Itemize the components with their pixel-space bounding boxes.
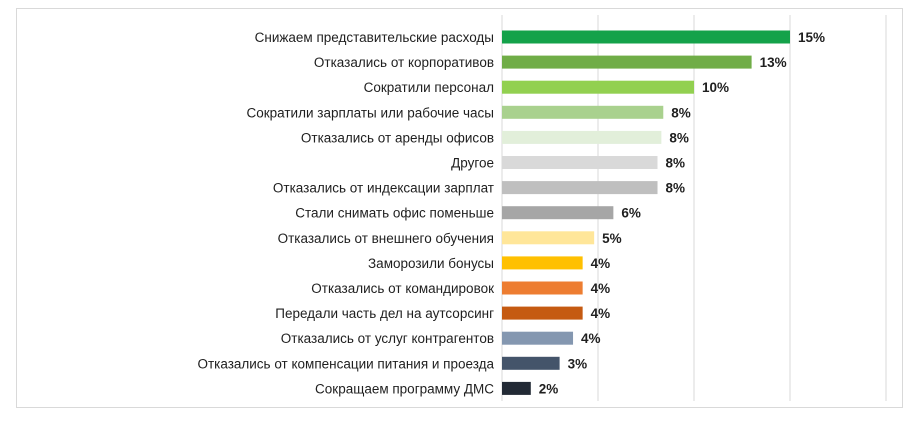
category-label: Передали часть дел на аутсорсинг xyxy=(275,306,494,321)
value-labels: 15% 13% 10% 8% 8% 8% 8% 6% 5% 4% 4% 4% 4% 3% 2% xyxy=(539,30,825,396)
category-label: Снижаем представительские расходы xyxy=(255,30,494,45)
category-label: Отказались от аренды офисов xyxy=(301,130,494,145)
bar xyxy=(502,105,664,119)
category-label: Отказались от услуг контрагентов xyxy=(281,331,494,346)
category-label: Отказались от внешнего обучения xyxy=(278,231,494,246)
value-label: 10% xyxy=(702,80,729,95)
value-label: 8% xyxy=(666,156,686,171)
value-label: 5% xyxy=(602,231,622,246)
bar xyxy=(502,181,658,195)
value-label: 2% xyxy=(539,381,559,396)
value-label: 8% xyxy=(669,130,689,145)
category-label: Сократили зарплаты или рабочие часы xyxy=(246,105,494,120)
value-label: 3% xyxy=(568,356,588,371)
value-label: 4% xyxy=(591,306,611,321)
category-label: Отказались от индексации зарплат xyxy=(273,181,494,196)
category-labels: Снижаем представительские расходы Отказал… xyxy=(197,30,494,396)
bar xyxy=(502,156,658,169)
category-label: Отказались от корпоративов xyxy=(314,55,494,70)
value-label: 6% xyxy=(621,206,641,221)
value-label: 4% xyxy=(581,331,601,346)
bar xyxy=(502,356,560,370)
category-label: Другое xyxy=(451,156,494,171)
bar xyxy=(502,331,574,345)
bar xyxy=(502,281,583,295)
bar xyxy=(502,30,790,44)
category-label: Сократили персонал xyxy=(364,80,494,95)
chart-frame: Снижаем представительские расходы Отказал… xyxy=(16,8,903,408)
bar xyxy=(502,55,752,69)
bar xyxy=(502,381,531,395)
category-label: Отказались от командировок xyxy=(311,281,494,296)
category-label: Стали снимать офис поменьше xyxy=(295,206,494,221)
category-label: Сокращаем программу ДМС xyxy=(315,381,494,396)
bar-chart: Снижаем представительские расходы Отказал… xyxy=(197,15,887,401)
category-label: Отказались от компенсации питания и прое… xyxy=(197,356,494,371)
category-label: Заморозили бонусы xyxy=(368,256,494,271)
bar xyxy=(502,206,614,220)
bar xyxy=(502,231,595,245)
value-label: 15% xyxy=(798,30,825,45)
bars xyxy=(502,30,790,395)
bar xyxy=(502,256,583,270)
value-label: 13% xyxy=(760,55,787,70)
bar xyxy=(502,306,583,320)
bar xyxy=(502,130,662,144)
value-label: 8% xyxy=(666,181,686,196)
value-label: 4% xyxy=(591,256,611,271)
value-label: 8% xyxy=(671,105,691,120)
bar xyxy=(502,80,694,94)
value-label: 4% xyxy=(591,281,611,296)
